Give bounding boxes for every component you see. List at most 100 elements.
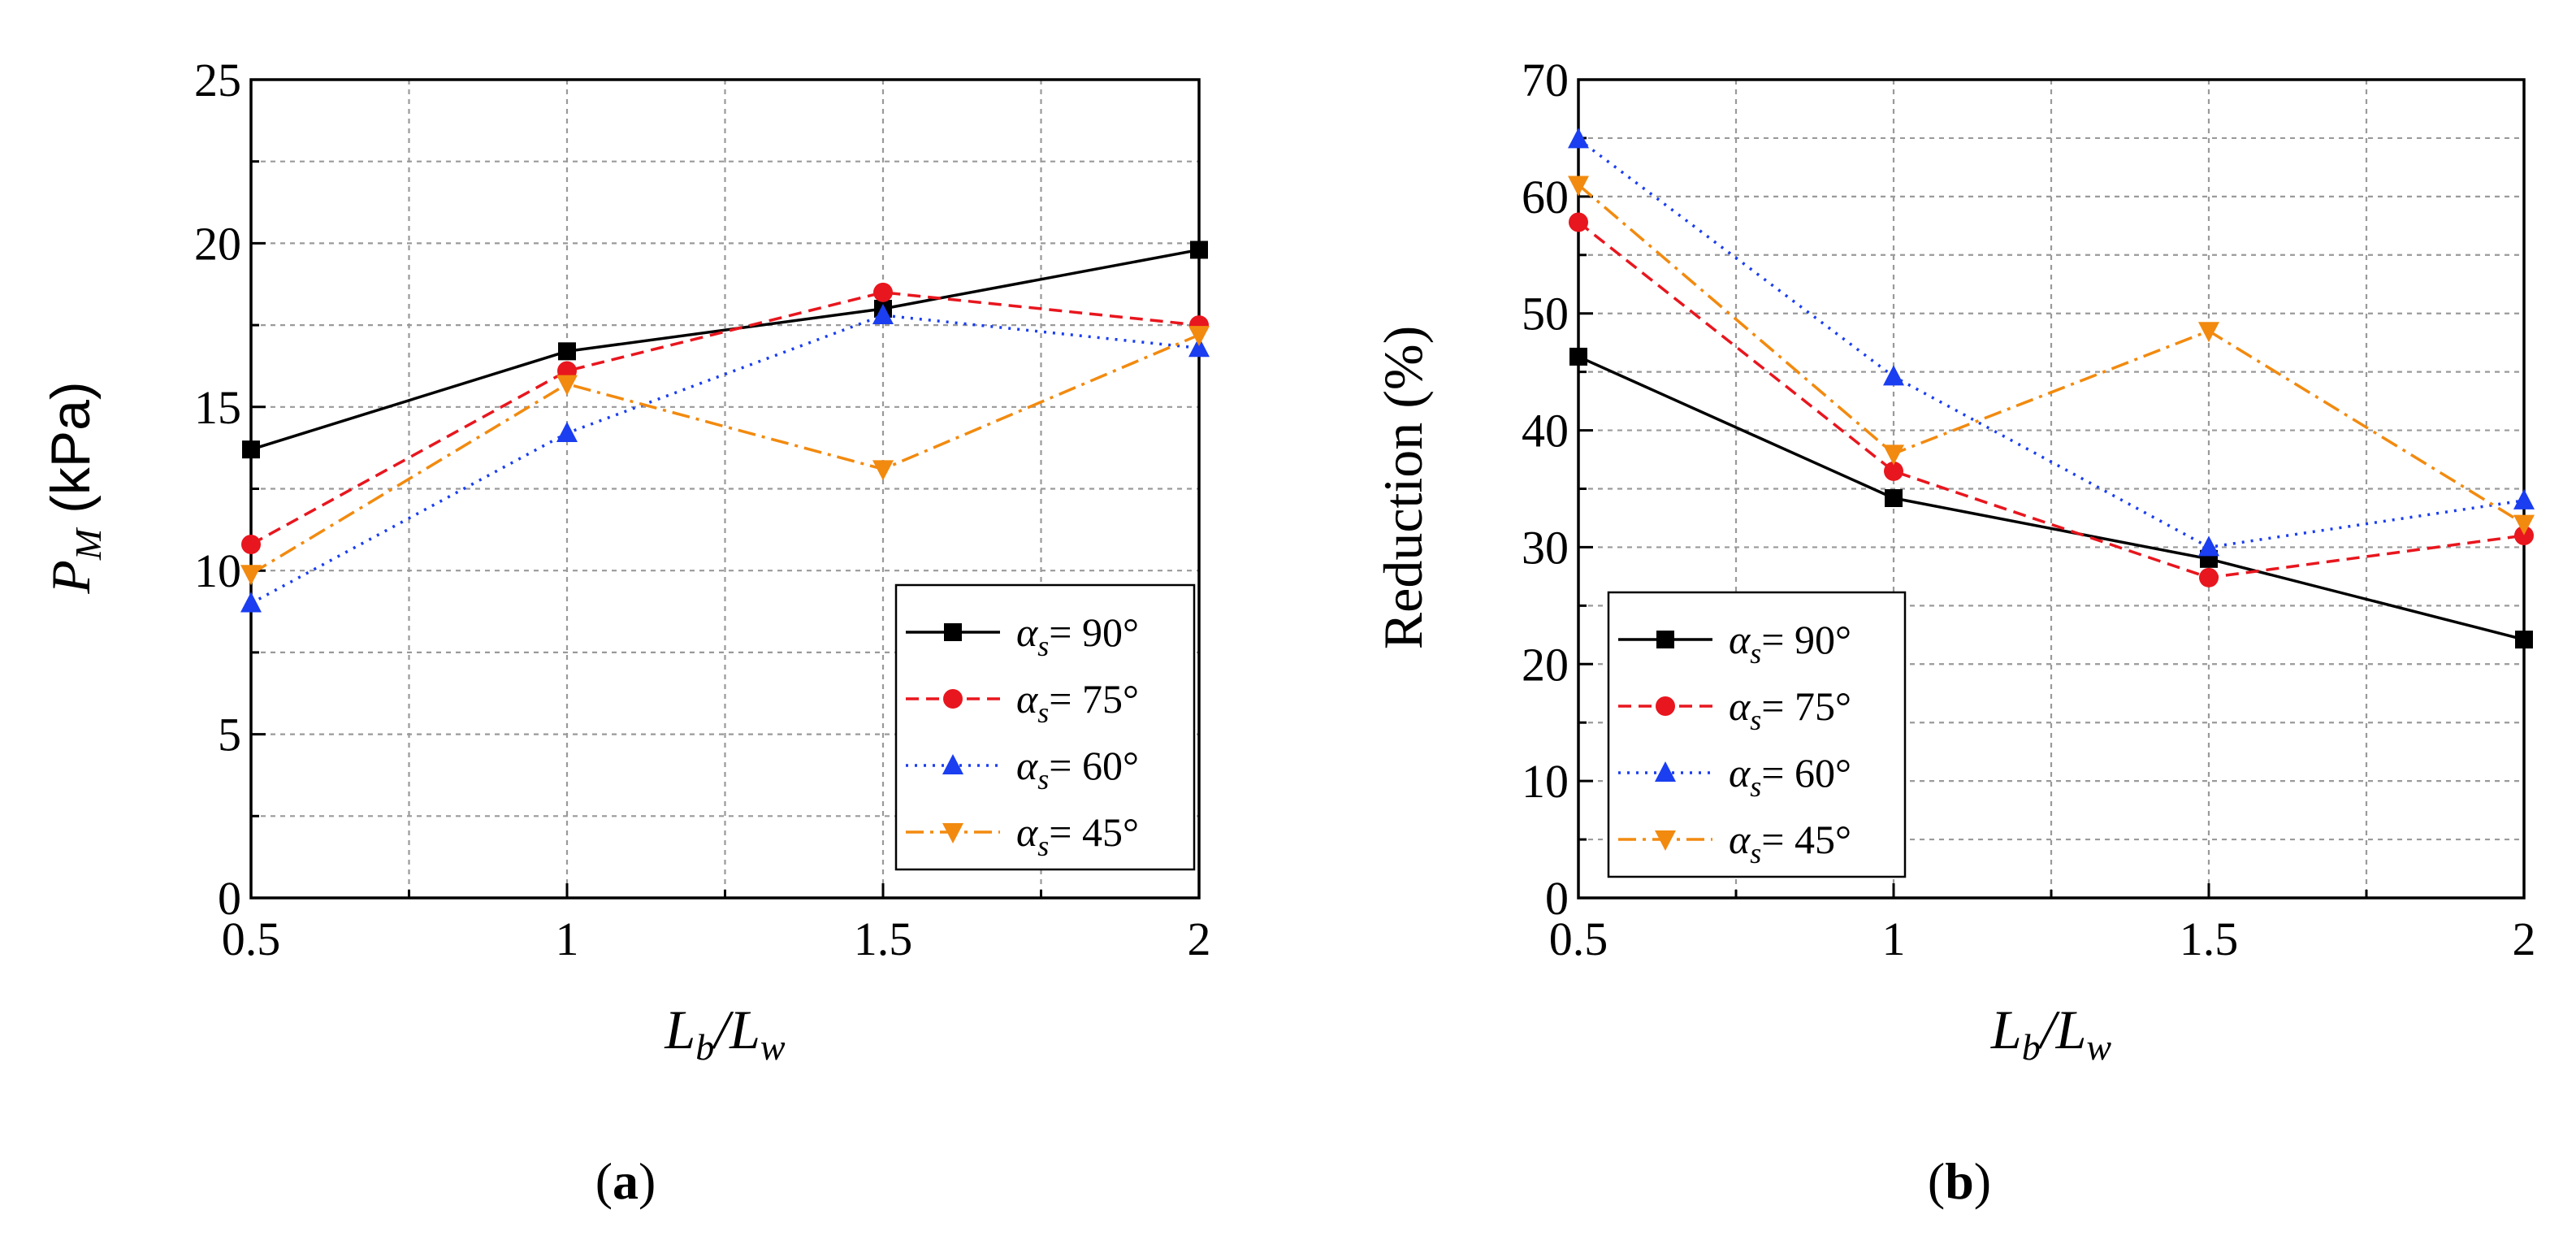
- data-point: [558, 342, 576, 361]
- y-axis-title-main: Reduction (%): [1372, 326, 1434, 649]
- data-point: [241, 534, 261, 554]
- legend-symbol: α: [1729, 617, 1751, 662]
- legend-label: αs= 75°: [1729, 683, 1851, 736]
- legend-value: = 45°: [1761, 817, 1851, 862]
- x-tick-label: 1: [556, 913, 579, 965]
- series: [1569, 347, 2533, 649]
- legend-symbol: α: [1729, 683, 1751, 729]
- caption-b: (b): [1928, 1152, 1991, 1210]
- data-point: [872, 304, 894, 325]
- series-line: [1578, 355, 2525, 641]
- x-axis-title-sub: b: [695, 1026, 714, 1068]
- data-point: [2199, 567, 2219, 587]
- legend: αs= 90°αs= 75°αs= 60°αs= 45°: [1607, 591, 1907, 878]
- series-line: [1577, 184, 2525, 526]
- caption-a: (a): [595, 1152, 656, 1210]
- legend-sub: s: [1750, 770, 1761, 803]
- data-point: [873, 282, 893, 302]
- y-tick-label: 20: [1522, 638, 1569, 691]
- y-tick-label: 70: [1522, 54, 1569, 106]
- x-tick-label: 1.5: [2180, 913, 2239, 965]
- data-point: [1190, 241, 1208, 259]
- data-point: [556, 375, 578, 396]
- data-point: [1568, 176, 1589, 197]
- data-point: [1885, 489, 1903, 508]
- y-tick-label: 10: [194, 544, 241, 597]
- data-point: [2514, 526, 2534, 546]
- x-tick-label: 0.5: [1549, 913, 1608, 965]
- series: [240, 326, 1210, 586]
- series-line: [250, 291, 1200, 546]
- y-tick-label: 40: [1522, 405, 1569, 457]
- data-point: [1188, 326, 1210, 347]
- y-tick-label: 30: [1522, 521, 1569, 574]
- legend-label: αs= 45°: [1729, 817, 1851, 869]
- legend-sub: s: [1037, 830, 1049, 862]
- legend-label: αs= 60°: [1729, 750, 1851, 803]
- legend-symbol: α: [1016, 676, 1039, 722]
- legend-marker: [943, 689, 963, 709]
- data-point: [2515, 631, 2533, 649]
- data-point: [2198, 535, 2219, 557]
- data-point: [1883, 444, 1904, 466]
- y-tick-label: 0: [1545, 872, 1569, 925]
- x-axis: 0.5 1 1.5 2: [222, 883, 1211, 965]
- y-axis-title-sub: M: [67, 527, 109, 561]
- y-axis-title: PM (kPa): [40, 381, 109, 594]
- series: [1568, 176, 2535, 535]
- legend-value: = 90°: [1761, 617, 1851, 662]
- series: [1568, 128, 2535, 557]
- legend-sub: s: [1037, 696, 1049, 729]
- legend-label: αs= 45°: [1016, 809, 1139, 862]
- legend-symbol: α: [1729, 817, 1751, 862]
- data-point: [1568, 128, 1589, 149]
- x-axis-title: Lb/Lw: [664, 999, 786, 1068]
- x-tick-label: 1.5: [854, 913, 913, 965]
- legend-value: = 60°: [1761, 750, 1851, 796]
- legend-value: = 75°: [1761, 683, 1851, 729]
- legend-label: αs= 75°: [1016, 676, 1139, 729]
- y-tick-label: 15: [194, 381, 241, 434]
- caption-b-letter: b: [1945, 1152, 1974, 1210]
- y-tick-label: 20: [194, 217, 241, 270]
- x-tick-label: 2: [2513, 913, 2536, 965]
- legend-marker: [1656, 696, 1675, 716]
- y-tick-label: 5: [218, 709, 241, 761]
- series-line: [250, 333, 1200, 575]
- legend-label: αs= 60°: [1016, 743, 1139, 796]
- caption-a-letter: a: [613, 1152, 639, 1210]
- legend-sub: s: [1037, 763, 1049, 796]
- data-point: [242, 440, 260, 459]
- y-axis-title-unit: (kPa): [40, 381, 102, 528]
- legend-symbol: α: [1016, 809, 1039, 855]
- x-tick-label: 2: [1188, 913, 1211, 965]
- legend-sub: s: [1750, 704, 1761, 736]
- legend-label: αs= 90°: [1016, 609, 1139, 662]
- legend-marker: [942, 823, 963, 843]
- data-point: [1884, 461, 1903, 481]
- legend-symbol: α: [1016, 609, 1039, 655]
- y-axis: 0 5 10 15 20 25: [194, 54, 266, 925]
- series-line: [250, 314, 1200, 605]
- x-axis-title-main: L: [664, 999, 695, 1060]
- data-point: [1883, 365, 1904, 386]
- legend-value: = 45°: [1049, 809, 1139, 855]
- data-point: [1569, 212, 1588, 232]
- data-point: [2513, 514, 2535, 535]
- x-axis-title-slash: /L: [711, 999, 760, 1060]
- x-axis: 0.5 1 1.5 2: [1549, 883, 2536, 965]
- legend-symbol: α: [1016, 743, 1039, 788]
- y-axis-title-main: P: [40, 560, 102, 595]
- series: [240, 304, 1210, 613]
- series-line: [1577, 137, 2525, 549]
- legend-value: = 75°: [1049, 676, 1139, 722]
- y-tick-label: 25: [194, 54, 241, 106]
- legend-marker: [1655, 830, 1676, 851]
- x-axis-title-sub: w: [2086, 1026, 2111, 1068]
- y-tick-label: 60: [1522, 171, 1569, 223]
- x-axis-title-sub: b: [2022, 1026, 2041, 1068]
- legend-marker: [1655, 761, 1676, 782]
- legend-marker: [942, 754, 963, 774]
